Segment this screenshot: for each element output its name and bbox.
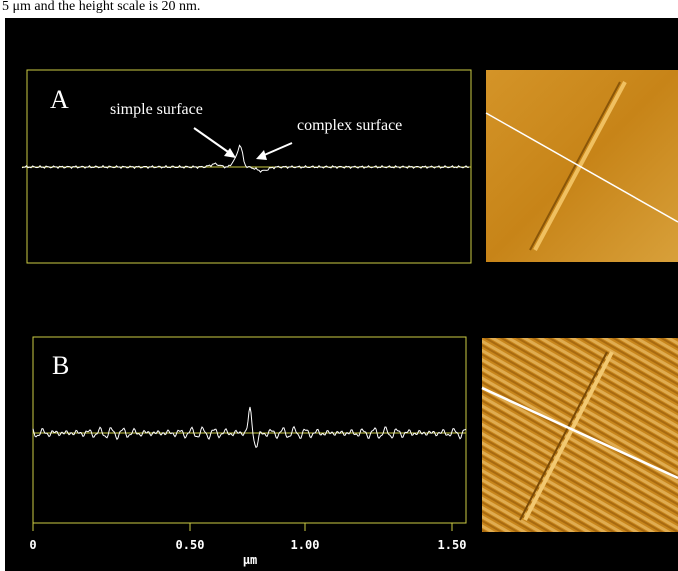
axis-unit: μm: [243, 553, 257, 567]
x-tick-label: 1.00: [291, 538, 320, 552]
panel-label: A: [50, 85, 69, 114]
scratch-shadow: [529, 81, 621, 251]
scratch-shadow: [519, 351, 608, 521]
arrowhead: [224, 148, 236, 158]
x-tick-label: 0.50: [176, 538, 205, 552]
x-tick-label: 1.50: [438, 538, 467, 552]
annotation: simple surface: [110, 101, 203, 118]
scan-line: [481, 386, 678, 480]
arrow: [261, 142, 293, 157]
panel-label: B: [52, 351, 69, 380]
arrowhead: [256, 150, 267, 160]
x-axis: 0 0.50 1.00 1.50: [29, 522, 467, 552]
arrow: [193, 127, 232, 155]
x-tick-label: 0: [29, 538, 36, 552]
scan-line: [485, 112, 678, 223]
annotation: complex surface: [297, 117, 402, 134]
scratch-highlight: [523, 351, 614, 521]
profile-trace: [32, 406, 467, 449]
caption: 5 μm and the height scale is 20 nm.: [2, 0, 200, 14]
profile-trace: [21, 144, 470, 173]
afm-image: [482, 338, 678, 532]
